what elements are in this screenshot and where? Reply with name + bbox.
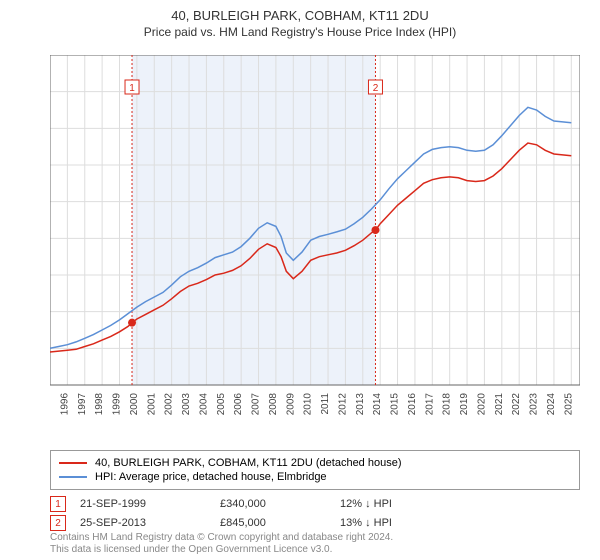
marker-index-box: 2 xyxy=(50,515,66,531)
svg-text:2003: 2003 xyxy=(181,393,192,416)
legend: 40, BURLEIGH PARK, COBHAM, KT11 2DU (det… xyxy=(50,450,580,490)
svg-text:1: 1 xyxy=(129,83,135,94)
svg-text:2008: 2008 xyxy=(268,393,279,416)
svg-text:1995: 1995 xyxy=(50,393,53,416)
svg-text:2023: 2023 xyxy=(529,393,540,416)
svg-text:2014: 2014 xyxy=(372,393,383,416)
chart-title: 40, BURLEIGH PARK, COBHAM, KT11 2DU xyxy=(0,8,600,23)
svg-text:2016: 2016 xyxy=(407,393,418,416)
sale-date: 25-SEP-2013 xyxy=(80,517,220,529)
svg-text:2007: 2007 xyxy=(251,393,262,416)
footer: Contains HM Land Registry data © Crown c… xyxy=(50,532,580,556)
title-block: 40, BURLEIGH PARK, COBHAM, KT11 2DU Pric… xyxy=(0,0,600,39)
legend-item: HPI: Average price, detached house, Elmb… xyxy=(59,471,571,483)
svg-text:2024: 2024 xyxy=(546,393,557,416)
svg-text:1996: 1996 xyxy=(59,393,70,416)
svg-text:1998: 1998 xyxy=(94,393,105,416)
svg-text:2025: 2025 xyxy=(563,393,574,416)
svg-text:2002: 2002 xyxy=(164,393,175,416)
svg-text:2019: 2019 xyxy=(459,393,470,416)
legend-swatch xyxy=(59,462,87,464)
footer-line: Contains HM Land Registry data © Crown c… xyxy=(50,532,580,544)
sale-price: £340,000 xyxy=(220,498,340,510)
svg-text:2015: 2015 xyxy=(390,393,401,416)
sale-price: £845,000 xyxy=(220,517,340,529)
sale-hpi-delta: 13% ↓ HPI xyxy=(340,517,460,529)
svg-text:2018: 2018 xyxy=(442,393,453,416)
svg-text:2013: 2013 xyxy=(355,393,366,416)
svg-text:2020: 2020 xyxy=(476,393,487,416)
legend-swatch xyxy=(59,476,87,478)
chart-area: £0£200K£400K£600K£800K£1M£1.2M£1.4M£1.6M… xyxy=(50,55,580,410)
sales-table: 1 21-SEP-1999 £340,000 12% ↓ HPI 2 25-SE… xyxy=(50,493,580,534)
svg-text:2005: 2005 xyxy=(216,393,227,416)
svg-text:2012: 2012 xyxy=(337,393,348,416)
marker-index-box: 1 xyxy=(50,496,66,512)
svg-text:2010: 2010 xyxy=(303,393,314,416)
svg-text:2006: 2006 xyxy=(233,393,244,416)
table-row: 2 25-SEP-2013 £845,000 13% ↓ HPI xyxy=(50,515,580,531)
legend-label: 40, BURLEIGH PARK, COBHAM, KT11 2DU (det… xyxy=(95,457,402,469)
svg-text:2004: 2004 xyxy=(198,393,209,416)
svg-text:2000: 2000 xyxy=(129,393,140,416)
svg-text:1999: 1999 xyxy=(112,393,123,416)
svg-text:2001: 2001 xyxy=(146,393,157,416)
chart-container: 40, BURLEIGH PARK, COBHAM, KT11 2DU Pric… xyxy=(0,0,600,560)
sale-date: 21-SEP-1999 xyxy=(80,498,220,510)
svg-text:2022: 2022 xyxy=(511,393,522,416)
legend-item: 40, BURLEIGH PARK, COBHAM, KT11 2DU (det… xyxy=(59,457,571,469)
chart-svg: £0£200K£400K£600K£800K£1M£1.2M£1.4M£1.6M… xyxy=(50,55,580,435)
table-row: 1 21-SEP-1999 £340,000 12% ↓ HPI xyxy=(50,496,580,512)
sale-hpi-delta: 12% ↓ HPI xyxy=(340,498,460,510)
legend-label: HPI: Average price, detached house, Elmb… xyxy=(95,471,327,483)
svg-text:2009: 2009 xyxy=(285,393,296,416)
svg-text:1997: 1997 xyxy=(77,393,88,416)
footer-line: This data is licensed under the Open Gov… xyxy=(50,544,580,556)
chart-subtitle: Price paid vs. HM Land Registry's House … xyxy=(0,25,600,39)
svg-text:2017: 2017 xyxy=(424,393,435,416)
svg-text:2011: 2011 xyxy=(320,393,331,415)
svg-text:2: 2 xyxy=(373,83,379,94)
svg-text:2021: 2021 xyxy=(494,393,505,416)
